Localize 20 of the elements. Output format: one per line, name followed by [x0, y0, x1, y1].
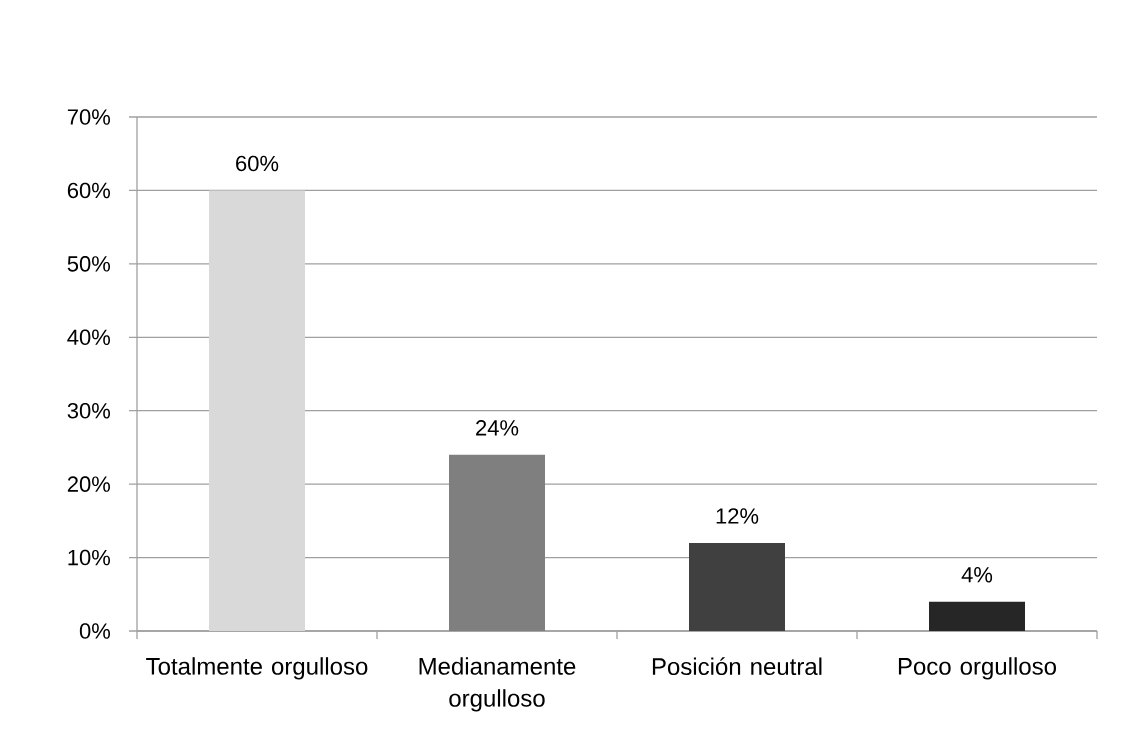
x-tick-label: Posición neutral	[652, 657, 822, 676]
data-label: 60%	[236, 155, 279, 172]
y-tick-label: 60%	[67, 182, 111, 199]
y-tick-label: 50%	[67, 256, 111, 272]
y-tick-label: 70%	[67, 109, 111, 125]
x-tick-label: Poco orgulloso	[898, 657, 1057, 680]
data-label: 4%	[961, 567, 993, 583]
x-tick-label: Totalmente orgulloso	[146, 657, 368, 680]
bar	[209, 190, 305, 631]
bar	[449, 454, 545, 631]
y-tick-label: 30%	[67, 402, 111, 419]
y-tick-label: 0%	[79, 623, 111, 639]
bar	[689, 542, 786, 631]
y-tick-label: 10%	[68, 549, 111, 566]
bar	[929, 601, 1026, 631]
x-tick-label: Medianamente orgulloso	[419, 657, 576, 712]
data-label: 24%	[476, 420, 519, 436]
y-tick-label: 40%	[67, 329, 111, 346]
data-label: 12%	[716, 508, 759, 524]
y-tick-label: 20%	[67, 476, 111, 492]
